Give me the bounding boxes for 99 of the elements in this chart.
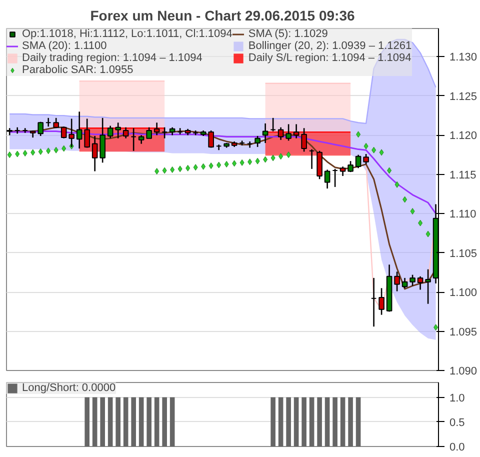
candlestick — [84, 118, 90, 148]
candlestick — [410, 274, 416, 286]
candlestick — [154, 122, 160, 136]
point — [402, 196, 408, 203]
point — [356, 131, 361, 138]
point — [154, 168, 160, 175]
point — [170, 166, 175, 173]
y-tick-label: 1.125 — [450, 90, 478, 103]
y-tick-label: 1.115 — [450, 169, 476, 182]
candlestick — [216, 144, 222, 151]
legend-label: Bollinger (20, 2): 1.0939 – 1.1261 — [248, 40, 412, 52]
point — [387, 167, 392, 174]
candlestick — [394, 271, 400, 292]
candlestick — [76, 110, 82, 150]
candlestick — [425, 268, 431, 304]
point — [270, 154, 276, 162]
candlestick — [270, 117, 276, 132]
candlestick — [370, 277, 377, 328]
point — [263, 156, 268, 163]
candlestick — [45, 117, 52, 128]
candlestick — [293, 124, 300, 139]
legend-label: Parabolic SAR: 1.0955 — [22, 64, 134, 76]
point — [278, 153, 284, 160]
line-series — [9, 38, 436, 124]
point — [372, 146, 376, 154]
point — [286, 152, 291, 158]
point — [248, 158, 252, 166]
candlestick — [14, 126, 20, 134]
legend-label: Daily S/L region: 1.1094 – 1.1094 — [248, 52, 412, 64]
candlestick — [301, 127, 307, 152]
candlestick — [308, 148, 315, 170]
candlestick — [340, 166, 346, 177]
point — [186, 164, 190, 172]
candlestick — [107, 125, 114, 139]
candlestick — [286, 124, 292, 142]
candlestick — [208, 130, 214, 148]
point — [232, 160, 237, 167]
point — [62, 145, 66, 152]
point — [240, 159, 244, 166]
candlestick — [355, 154, 362, 169]
candlestick — [38, 121, 44, 137]
candlestick — [417, 276, 424, 290]
candlestick — [316, 150, 322, 180]
y-tick-label: 1.120 — [450, 130, 478, 142]
point — [426, 230, 430, 238]
y-tick-label: 1.110 — [450, 208, 476, 221]
point — [46, 148, 51, 154]
point — [193, 164, 198, 171]
point — [22, 150, 28, 156]
y-tick-label: 1.0 — [450, 392, 465, 404]
candlestick — [100, 117, 106, 164]
point — [30, 149, 36, 156]
point — [364, 142, 368, 150]
candlestick — [130, 127, 136, 152]
y-tick-label: 0.0 — [450, 442, 465, 454]
point — [208, 162, 214, 170]
y-tick-label: 1.100 — [450, 287, 478, 300]
point — [434, 324, 438, 331]
point — [394, 181, 400, 188]
candlestick — [92, 135, 98, 172]
point — [224, 160, 229, 168]
candlestick — [115, 122, 121, 139]
candlestick — [324, 169, 330, 190]
y-tick-label: 1.090 — [450, 366, 478, 378]
candlestick — [332, 168, 338, 188]
point — [15, 150, 20, 158]
point — [38, 148, 43, 155]
candlestick — [146, 126, 152, 139]
candlestick — [278, 126, 284, 141]
y-tick-label: 1.105 — [450, 248, 478, 260]
point — [216, 162, 222, 168]
y-tick-label: 0.5 — [450, 416, 465, 429]
legend-label: SMA (5): 1.1029 — [248, 28, 328, 40]
candlestick — [68, 118, 74, 148]
candlestick — [122, 126, 129, 139]
candlestick — [402, 277, 408, 289]
legend-label: Long/Short: 0.0000 — [22, 382, 116, 394]
point — [54, 146, 58, 154]
y-tick-label: 1.095 — [450, 326, 478, 338]
point — [201, 163, 206, 170]
candlestick — [162, 126, 168, 139]
legend-label: Daily trading region: 1.1094 – 1.1094 — [22, 52, 202, 64]
candlestick — [254, 135, 260, 148]
point — [410, 208, 415, 215]
candlestick — [246, 140, 253, 148]
y-tick-label: 1.130 — [450, 52, 478, 64]
candlestick — [262, 122, 268, 144]
point — [162, 167, 167, 174]
point — [418, 220, 423, 226]
candlestick — [378, 287, 384, 316]
legend-label: Op:1.1018, Hi:1.1112, Lo:1.1011, Cl:1.1094 — [22, 28, 232, 40]
candlestick — [60, 126, 67, 139]
candlestick — [363, 153, 369, 165]
legend-label: SMA (20): 1.1100 — [22, 40, 107, 52]
point — [255, 158, 260, 164]
point — [7, 152, 12, 158]
point — [178, 166, 182, 172]
chart-title: Forex um Neun - Chart 29.06.2015 09:36 — [90, 8, 355, 24]
point — [379, 149, 384, 156]
